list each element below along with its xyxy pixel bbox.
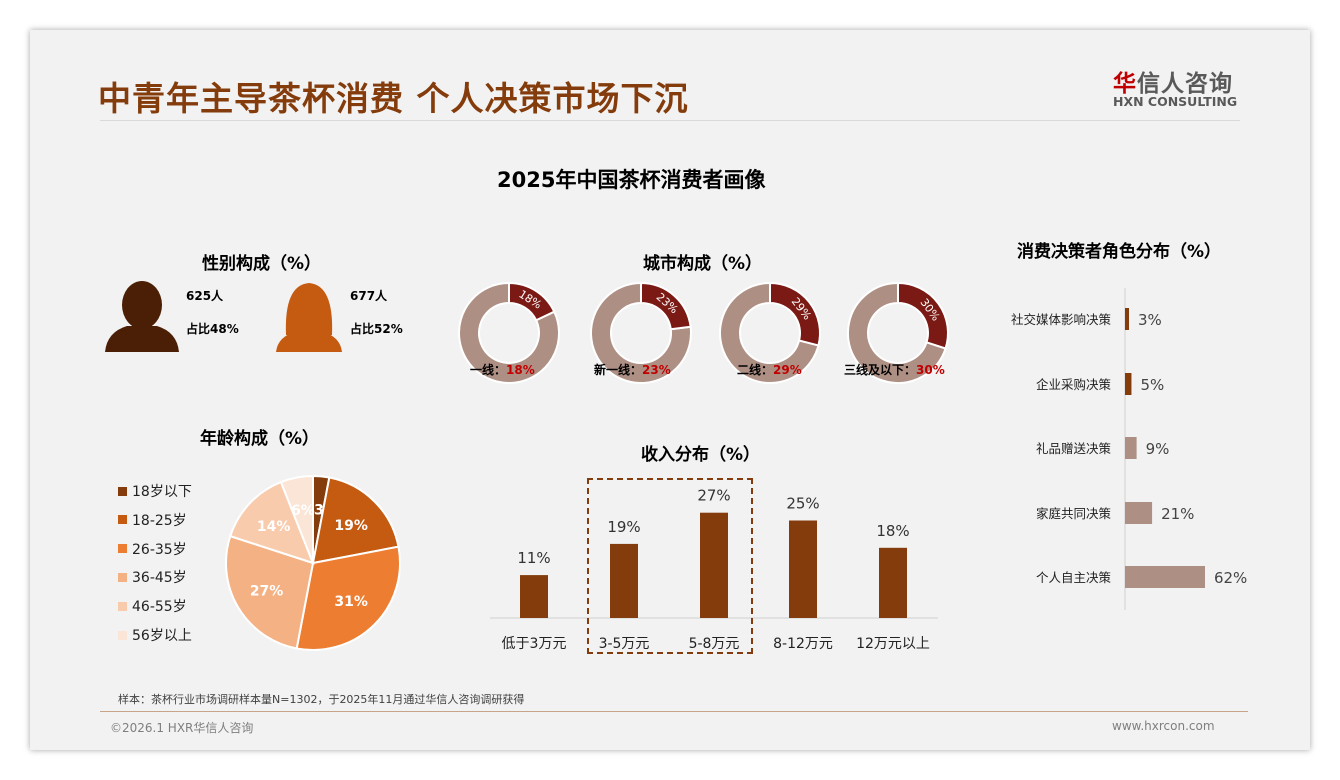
legend-label: 26-35岁: [132, 541, 187, 558]
legend-label: 46-55岁: [132, 599, 187, 616]
highlight-box: [587, 478, 753, 654]
city-title: 城市构成（%）: [643, 254, 763, 274]
city-name: 三线及以下：: [844, 363, 917, 377]
logo-subtitle: HXN CONSULTING: [1113, 94, 1238, 109]
decision-title: 消费决策者角色分布（%）: [1017, 242, 1222, 262]
legend-swatch: [118, 486, 127, 496]
city-value: 18%: [506, 363, 535, 377]
gender-title: 性别构成（%）: [202, 254, 322, 274]
female-count: 677人: [350, 289, 388, 303]
city-value: 23%: [642, 363, 671, 377]
legend-item: 56岁以上: [118, 625, 192, 645]
website-link[interactable]: www.hxrcon.com: [1112, 719, 1215, 733]
legend-swatch: [118, 544, 127, 554]
male-count: 625人: [186, 289, 224, 303]
city-value: 30%: [916, 363, 945, 377]
city-label-1: 一线：18%: [470, 361, 535, 378]
header-divider: [100, 120, 1240, 121]
legend-swatch: [118, 572, 127, 582]
legend-item: 26-35岁: [118, 539, 187, 559]
city-label-2: 新一线：23%: [594, 361, 671, 378]
legend-label: 18岁以下: [132, 484, 192, 500]
male-share: 占比48%: [186, 322, 239, 336]
female-share: 占比52%: [350, 322, 403, 336]
city-name: 新一线：: [594, 363, 643, 377]
age-title: 年龄构成（%）: [200, 429, 320, 449]
legend-swatch: [118, 630, 127, 640]
legend-label: 36-45岁: [132, 570, 187, 587]
city-label-4: 三线及以下：30%: [844, 361, 945, 378]
legend-item: 36-45岁: [118, 567, 187, 587]
logo: 华信人咨询: [1113, 64, 1233, 98]
legend-item: 18岁以下: [118, 481, 192, 501]
main-title: 2025年中国茶杯消费者画像: [497, 168, 766, 192]
legend-label: 18-25岁: [132, 512, 187, 529]
legend-swatch: [118, 601, 127, 611]
legend-item: 18-25岁: [118, 510, 187, 530]
legend-label: 56岁以上: [132, 628, 192, 644]
city-name: 一线：: [470, 363, 507, 377]
legend-item: 46-55岁: [118, 596, 187, 616]
city-value: 29%: [773, 363, 802, 377]
page-title: 中青年主导茶杯消费 个人决策市场下沉: [98, 79, 689, 118]
city-name: 二线：: [737, 363, 774, 377]
income-title: 收入分布（%）: [641, 445, 761, 465]
city-label-3: 二线：29%: [737, 361, 802, 378]
logo-text: 信人咨询: [1137, 71, 1233, 97]
legend-swatch: [118, 515, 127, 525]
footer-divider: [100, 711, 1248, 712]
logo-accent: 华: [1113, 71, 1137, 97]
sample-note: 样本：茶杯行业市场调研样本量N=1302，于2025年11月通过华信人咨询调研获…: [118, 693, 525, 706]
copyright: ©2026.1 HXR华信人咨询: [110, 721, 254, 735]
